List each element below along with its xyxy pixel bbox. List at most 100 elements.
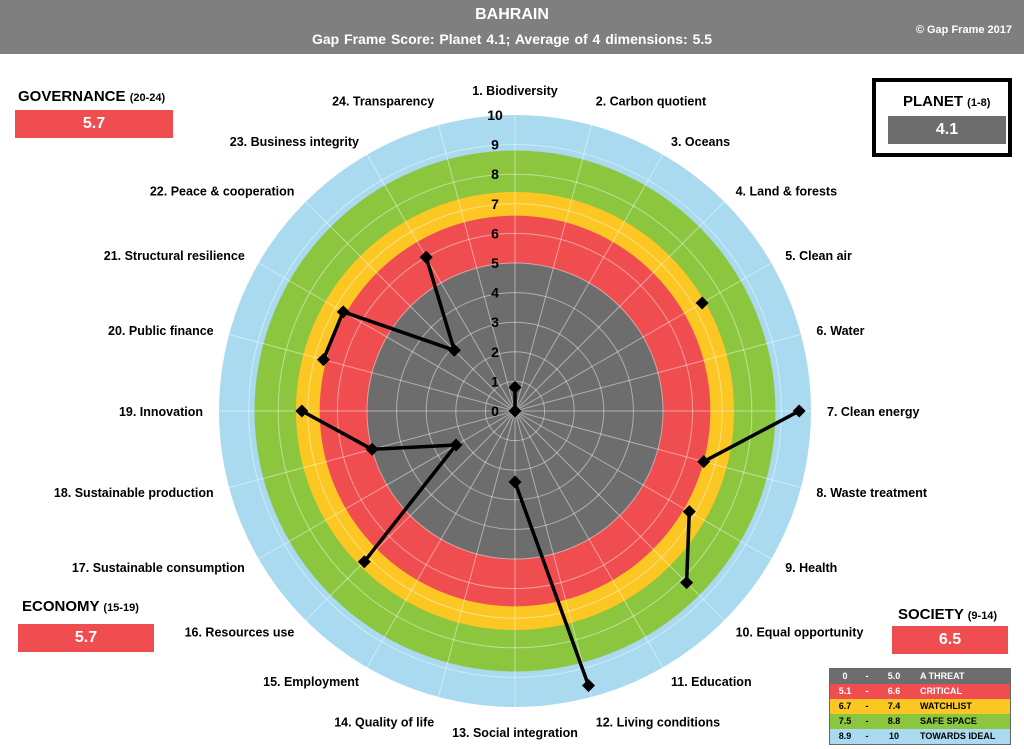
grid-spoke bbox=[514, 333, 802, 412]
category-label: 12. Living conditions bbox=[596, 715, 720, 729]
category-label: 19. Innovation bbox=[119, 405, 203, 419]
legend-text: SAFE SPACE bbox=[920, 716, 977, 726]
grid-ring bbox=[366, 262, 664, 560]
data-point bbox=[365, 442, 379, 456]
grid-spoke bbox=[366, 154, 516, 412]
planet-range: (1-8) bbox=[967, 97, 991, 109]
legend-dash: - bbox=[865, 686, 869, 696]
series-line-society bbox=[513, 481, 591, 687]
data-point bbox=[680, 576, 694, 590]
governance-name: GOVERNANCE bbox=[18, 88, 126, 105]
score-legend: 0 - 5.0 A THREAT 5.1 - 6.6 CRITICAL 6.7 - 7.4 WAT… bbox=[829, 668, 1011, 745]
planet-label: PLANET (1-8) bbox=[903, 93, 990, 110]
score-subtitle: Gap Frame Score: Planet 4.1; Average of … bbox=[311, 31, 713, 47]
data-point bbox=[357, 555, 371, 569]
tick-label: 9 bbox=[491, 137, 499, 153]
header-bar: BAHRAIN Gap Frame Score: Planet 4.1; Ave… bbox=[0, 0, 1024, 54]
grid-spoke bbox=[514, 410, 772, 560]
category-label: 24. Transparency bbox=[332, 95, 434, 109]
governance-score-box: 5.7 bbox=[15, 110, 173, 138]
tick-label: 6 bbox=[491, 225, 499, 241]
economy-score-box: 5.7 bbox=[18, 624, 154, 652]
society-score-box: 6.5 bbox=[892, 626, 1008, 654]
grid-spoke bbox=[437, 124, 516, 412]
grid-ring bbox=[277, 173, 753, 649]
category-label: 17. Sustainable consumption bbox=[72, 561, 245, 575]
grid-spoke bbox=[514, 262, 772, 412]
grid-spoke bbox=[305, 201, 516, 412]
legend-text: WATCHLIST bbox=[920, 701, 972, 711]
series-line-economy bbox=[301, 409, 458, 563]
grid-spoke bbox=[366, 410, 516, 668]
tick-label: 5 bbox=[491, 255, 499, 271]
legend-to: 5.0 bbox=[887, 671, 901, 681]
tick-label: 2 bbox=[491, 344, 499, 360]
category-label: 21. Structural resilience bbox=[104, 249, 245, 263]
tick-label: 8 bbox=[491, 166, 499, 182]
data-point bbox=[697, 455, 711, 469]
tick-label: 1 bbox=[491, 373, 499, 389]
tick-label: 4 bbox=[491, 285, 499, 301]
grid-spoke bbox=[258, 262, 516, 412]
legend-row-safe-space: 7.5 - 8.8 SAFE SPACE bbox=[830, 714, 1010, 729]
data-point bbox=[419, 250, 433, 264]
category-label: 7. Clean energy bbox=[827, 405, 919, 419]
legend-row-threat: 0 - 5.0 A THREAT bbox=[830, 669, 1010, 684]
country-title: BAHRAIN bbox=[475, 6, 549, 23]
category-label: 6. Water bbox=[816, 324, 864, 338]
tick-label: 0 bbox=[491, 403, 499, 419]
grid-spoke bbox=[305, 410, 516, 621]
legend-dash: - bbox=[865, 701, 869, 711]
series-line-planet bbox=[702, 409, 801, 464]
grid-spoke bbox=[514, 124, 593, 412]
legend-from: 0 bbox=[842, 671, 848, 681]
data-point bbox=[508, 404, 522, 418]
data-point bbox=[449, 438, 463, 452]
grid-spoke bbox=[514, 410, 664, 668]
category-label: 13. Social integration bbox=[452, 726, 578, 740]
category-label: 5. Clean air bbox=[785, 249, 852, 263]
society-name: SOCIETY bbox=[898, 606, 964, 623]
legend-dash: - bbox=[865, 716, 869, 726]
category-label: 15. Employment bbox=[263, 675, 360, 689]
legend-to: 7.4 bbox=[887, 701, 901, 711]
grid-ring bbox=[336, 232, 694, 590]
grid-ring bbox=[455, 351, 575, 471]
data-point bbox=[295, 404, 309, 418]
governance-label: GOVERNANCE (20-24) bbox=[18, 88, 165, 105]
tick-label: 10 bbox=[487, 107, 503, 123]
grid-spoke bbox=[437, 410, 516, 698]
category-label: 1. Biodiversity bbox=[472, 84, 557, 98]
planet-score-box: 4.1 bbox=[888, 116, 1006, 144]
series-line-society bbox=[684, 511, 692, 583]
data-point bbox=[316, 353, 330, 367]
grid-spoke bbox=[228, 333, 516, 412]
legend-row-towards-ideal: 8.9 - 10 TOWARDS IDEAL bbox=[830, 729, 1010, 744]
category-label: 10. Equal opportunity bbox=[736, 626, 864, 640]
series-line-governance bbox=[321, 256, 457, 361]
tick-label: 7 bbox=[491, 196, 499, 212]
category-label: 8. Waste treatment bbox=[816, 486, 928, 500]
legend-row-watchlist: 6.7 - 7.4 WATCHLIST bbox=[830, 699, 1010, 714]
category-label: 4. Land & forests bbox=[736, 184, 837, 198]
copyright-text: © Gap Frame 2017 bbox=[915, 24, 1012, 36]
category-label: 9. Health bbox=[785, 561, 837, 575]
grid-ring bbox=[396, 292, 634, 530]
category-label: 23. Business integrity bbox=[230, 135, 359, 149]
legend-text: TOWARDS IDEAL bbox=[920, 731, 996, 741]
category-label: 18. Sustainable production bbox=[54, 486, 214, 500]
legend-from: 6.7 bbox=[838, 701, 852, 711]
legend-to: 10 bbox=[888, 731, 899, 741]
data-point bbox=[447, 343, 461, 357]
data-point bbox=[792, 404, 806, 418]
data-point bbox=[336, 305, 350, 319]
society-label: SOCIETY (9-14) bbox=[898, 606, 997, 623]
grid-spoke bbox=[514, 201, 725, 412]
category-label: 22. Peace & cooperation bbox=[150, 184, 295, 198]
category-label: 11. Education bbox=[671, 675, 752, 689]
grid-ring bbox=[248, 144, 782, 678]
society-range: (9-14) bbox=[967, 610, 998, 622]
legend-to: 6.6 bbox=[887, 686, 901, 696]
economy-label: ECONOMY (15-19) bbox=[22, 598, 139, 615]
